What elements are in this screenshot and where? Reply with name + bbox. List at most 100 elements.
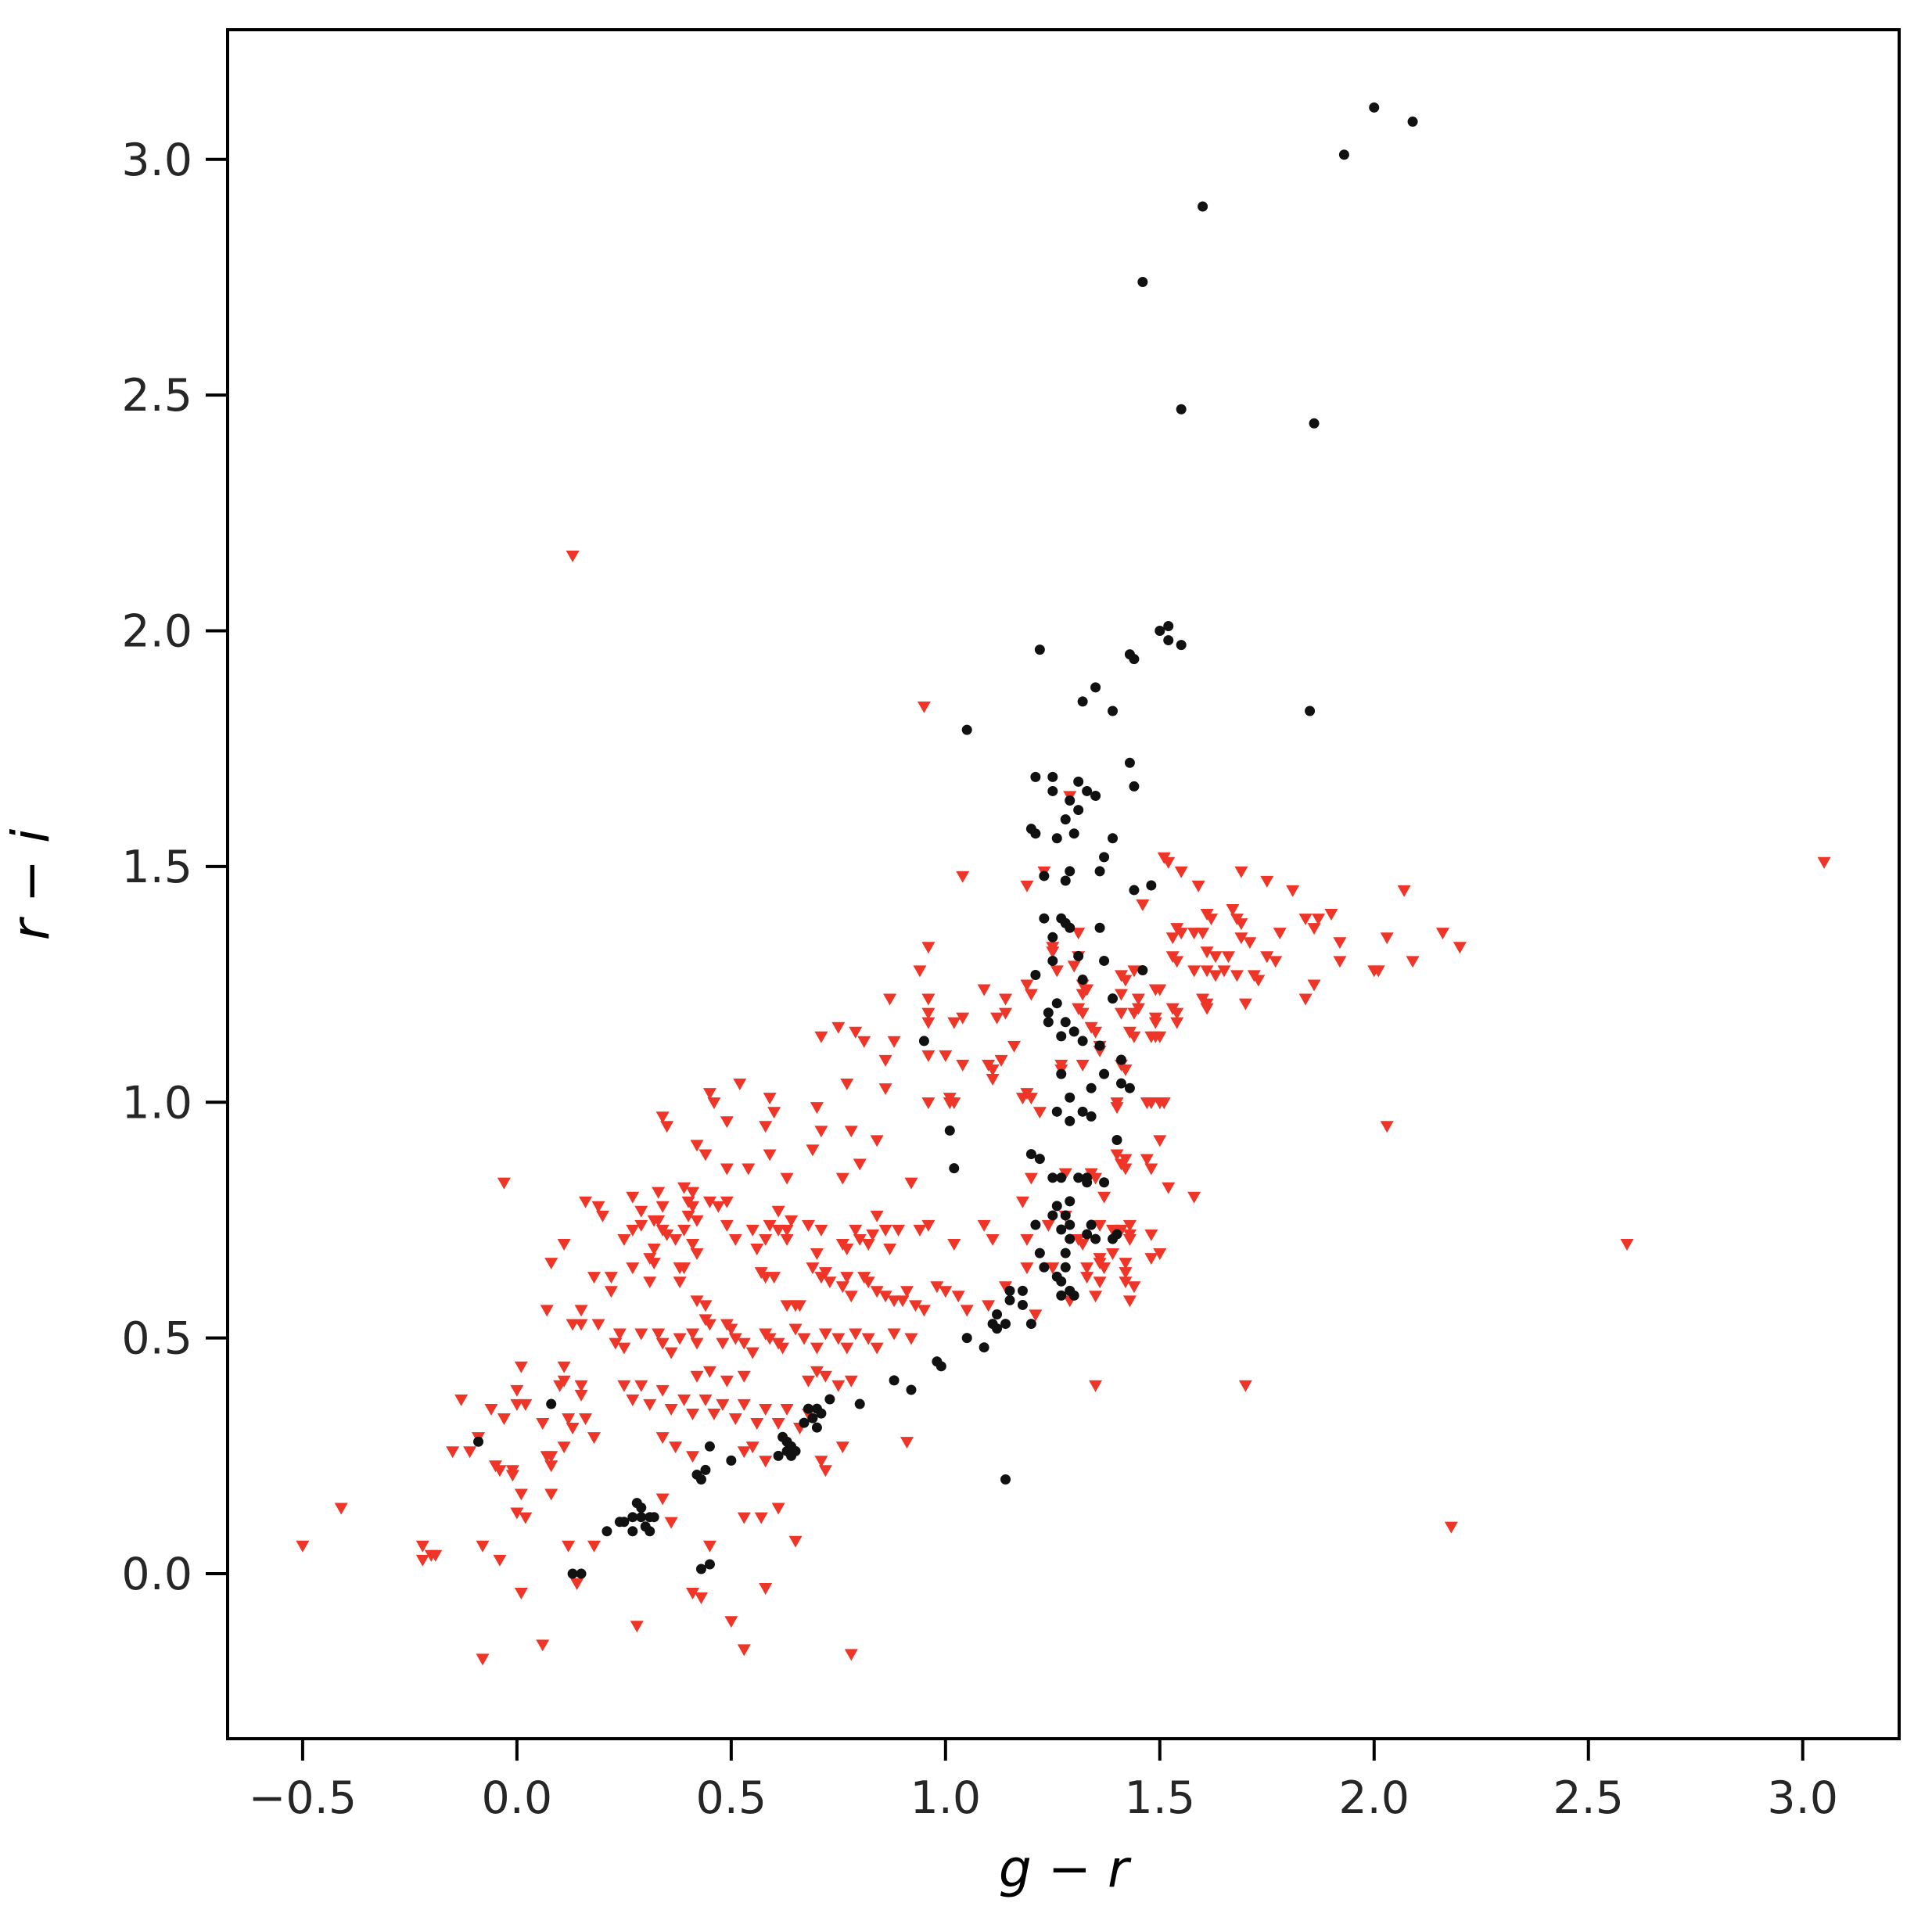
x-tick-label: −0.5 xyxy=(249,1772,357,1824)
data-point-triangle xyxy=(664,1347,678,1359)
data-point-circle xyxy=(1051,998,1062,1009)
data-point-triangle xyxy=(1307,923,1321,935)
data-point-circle xyxy=(1124,757,1135,768)
data-point-triangle xyxy=(956,871,970,883)
data-point-triangle xyxy=(892,1224,906,1237)
data-point-triangle xyxy=(870,1210,884,1222)
data-point-triangle xyxy=(986,1074,1000,1086)
data-point-circle xyxy=(1017,1299,1028,1310)
data-point-circle xyxy=(918,1036,929,1047)
data-point-triangle xyxy=(1127,1281,1141,1294)
data-point-triangle xyxy=(1080,1272,1094,1284)
data-point-triangle xyxy=(720,1196,734,1208)
data-point-triangle xyxy=(1020,979,1034,992)
data-point-triangle xyxy=(728,1413,742,1425)
data-point-triangle xyxy=(707,1097,721,1110)
data-point-triangle xyxy=(835,1172,849,1185)
data-point-triangle xyxy=(1131,993,1145,1006)
data-point-triangle xyxy=(1072,928,1086,940)
data-point-triangle xyxy=(1067,960,1081,973)
data-point-triangle xyxy=(861,1333,875,1345)
data-point-triangle xyxy=(544,1460,558,1473)
data-point-circle xyxy=(1099,852,1110,863)
data-point-circle xyxy=(700,1464,711,1475)
data-point-triangle xyxy=(1122,1219,1137,1232)
data-point-triangle xyxy=(1097,1262,1111,1275)
data-point-triangle xyxy=(956,1059,970,1072)
data-point-triangle xyxy=(788,1535,803,1548)
data-point-triangle xyxy=(686,1328,700,1341)
data-point-triangle xyxy=(1007,1040,1021,1053)
data-point-triangle xyxy=(570,1578,584,1590)
data-point-triangle xyxy=(771,1205,785,1218)
data-point-circle xyxy=(1047,932,1058,942)
data-point-triangle xyxy=(1230,970,1244,982)
data-point-circle xyxy=(811,1422,822,1433)
data-point-triangle xyxy=(788,1323,803,1336)
data-point-triangle xyxy=(626,1191,640,1204)
data-point-triangle xyxy=(763,1149,777,1161)
data-point-circle xyxy=(1099,955,1110,966)
data-point-triangle xyxy=(711,1201,725,1213)
data-point-triangle xyxy=(737,1446,751,1459)
data-point-circle xyxy=(1034,1248,1045,1258)
data-point-triangle xyxy=(652,1215,666,1227)
data-point-triangle xyxy=(763,1219,777,1232)
data-point-triangle xyxy=(544,1451,558,1463)
data-point-triangle xyxy=(861,1276,875,1289)
data-point-triangle xyxy=(587,1432,601,1445)
data-point-triangle xyxy=(505,1470,519,1482)
data-point-triangle xyxy=(617,1380,631,1392)
y-tick-label: 1.5 xyxy=(121,842,192,893)
data-point-triangle xyxy=(1114,1007,1128,1020)
data-point-triangle xyxy=(814,1224,828,1237)
data-point-triangle xyxy=(702,1088,716,1100)
data-point-triangle xyxy=(690,1337,704,1350)
data-point-triangle xyxy=(759,1403,773,1416)
data-point-triangle xyxy=(1110,1102,1124,1115)
data-point-triangle xyxy=(630,1621,644,1633)
data-point-circle xyxy=(949,1163,960,1174)
data-point-circle xyxy=(816,1408,827,1419)
data-point-triangle xyxy=(742,1163,756,1176)
data-point-triangle xyxy=(870,1286,884,1298)
data-point-triangle xyxy=(1015,1093,1029,1105)
data-point-circle xyxy=(1056,1290,1067,1301)
data-point-triangle xyxy=(1170,956,1184,968)
data-point-circle xyxy=(854,1398,865,1409)
data-point-circle xyxy=(1047,785,1058,796)
data-point-triangle xyxy=(818,1370,832,1383)
data-point-triangle xyxy=(562,1413,576,1425)
data-point-triangle xyxy=(664,1403,678,1416)
data-point-triangle xyxy=(660,1121,674,1133)
data-point-triangle xyxy=(655,1111,670,1124)
data-point-triangle xyxy=(686,1451,700,1463)
data-point-triangle xyxy=(415,1554,429,1567)
y-tick-label: 1.0 xyxy=(121,1077,192,1129)
data-point-circle xyxy=(1039,871,1050,881)
data-point-circle xyxy=(1025,1149,1036,1160)
data-point-circle xyxy=(1108,705,1119,716)
data-point-triangle xyxy=(810,1248,824,1260)
data-point-triangle xyxy=(519,1398,533,1411)
data-point-triangle xyxy=(780,1172,794,1185)
data-point-triangle xyxy=(733,1079,747,1091)
x-tick-label: 0.0 xyxy=(482,1772,553,1824)
data-point-triangle xyxy=(853,1233,867,1246)
data-point-triangle xyxy=(514,1588,528,1599)
data-point-triangle xyxy=(574,1380,588,1392)
data-point-triangle xyxy=(1046,1262,1060,1275)
data-point-triangle xyxy=(904,1333,918,1345)
data-point-triangle xyxy=(626,1262,640,1275)
data-point-triangle xyxy=(900,1437,914,1449)
data-point-circle xyxy=(807,1413,818,1424)
data-point-triangle xyxy=(785,1215,799,1227)
data-point-triangle xyxy=(763,1093,777,1105)
data-point-circle xyxy=(1043,1017,1054,1028)
data-point-circle xyxy=(1065,795,1076,806)
data-point-circle xyxy=(576,1568,587,1579)
data-point-circle xyxy=(1060,1017,1071,1028)
data-point-triangle xyxy=(1076,989,1090,1001)
data-point-triangle xyxy=(1234,918,1248,931)
